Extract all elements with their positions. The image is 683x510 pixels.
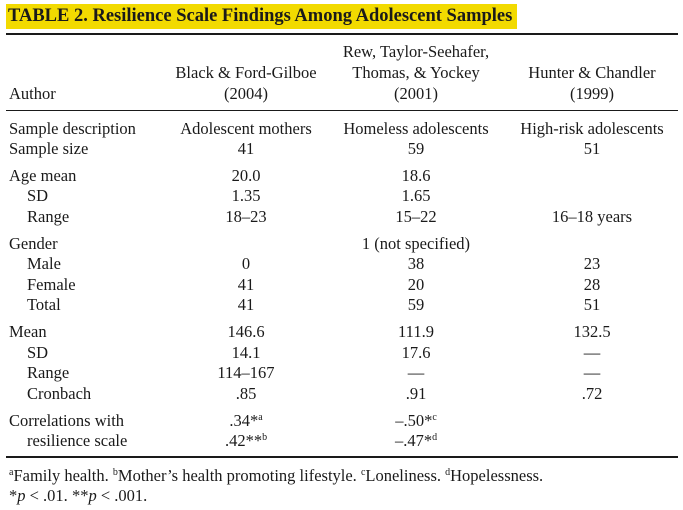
footnote-text: Family health. bbox=[13, 466, 113, 485]
cell-value: –.47* bbox=[394, 431, 433, 450]
row-label: Mean bbox=[9, 322, 47, 341]
row-label: Range bbox=[27, 207, 70, 226]
footnote-marker: b bbox=[112, 467, 118, 478]
row-label: Correlations with bbox=[9, 411, 125, 430]
table-cell: 23 bbox=[583, 254, 601, 273]
footnote-marker: c bbox=[432, 412, 437, 423]
table-cell: 111.9 bbox=[398, 322, 434, 341]
col1-header-line1: Black & Ford-Gilboe bbox=[175, 63, 317, 82]
col3-header-line1: Hunter & Chandler bbox=[528, 63, 656, 82]
table-cell: –.47*d bbox=[330, 431, 502, 451]
footnote-marker: a bbox=[9, 467, 14, 478]
table-cell: 14.1 bbox=[231, 343, 261, 362]
table-cell: .85 bbox=[235, 384, 257, 403]
table-cell: 41 bbox=[237, 295, 255, 314]
table-cell: 1.35 bbox=[231, 186, 261, 205]
table-cell: 38 bbox=[407, 254, 425, 273]
bottom-rule bbox=[6, 456, 678, 458]
row-label: Sample size bbox=[9, 139, 89, 158]
row-label: Female bbox=[27, 275, 76, 294]
top-rule bbox=[6, 33, 678, 35]
footnote-text: < .01. bbox=[25, 486, 72, 505]
footnote-text: p bbox=[88, 486, 97, 505]
table-cell: 1 (not specified) bbox=[361, 234, 471, 253]
table-cell: .42**b bbox=[159, 431, 333, 451]
footnote-marker: d bbox=[432, 432, 438, 443]
footnote-text: Mother’s health promoting lifestyle. bbox=[117, 466, 361, 485]
row-label: Range bbox=[27, 363, 70, 382]
row-label: SD bbox=[27, 186, 49, 205]
footnote-marker: c bbox=[360, 467, 366, 478]
table-cell: Adolescent mothers bbox=[180, 119, 312, 138]
table-cell: 59 bbox=[407, 139, 425, 158]
cell-value: .42** bbox=[224, 431, 263, 450]
footnote-line-2: *p < .01. **p < .001. bbox=[9, 486, 147, 506]
table-cell: 146.6 bbox=[227, 322, 265, 341]
table-cell: 59 bbox=[407, 295, 425, 314]
table-cell: .34*a bbox=[159, 411, 333, 431]
footnote-line-1: aFamily health. bMother’s health promoti… bbox=[9, 466, 543, 486]
table-cell: High-risk adolescents bbox=[520, 119, 664, 138]
row-label: Total bbox=[27, 295, 61, 314]
footnote-text: < .001. bbox=[96, 486, 148, 505]
row-label: Male bbox=[27, 254, 61, 273]
col2-header-line2: Thomas, & Yockey bbox=[352, 63, 480, 82]
table-cell: 132.5 bbox=[573, 322, 611, 341]
table-cell: — bbox=[407, 363, 425, 382]
table-cell: 18–23 bbox=[225, 207, 267, 226]
col2-header-line3: (2001) bbox=[394, 84, 438, 103]
cell-value: –.50* bbox=[395, 411, 433, 430]
table-cell: 0 bbox=[241, 254, 251, 273]
table-cell: 20.0 bbox=[231, 166, 261, 185]
table-cell: 1.65 bbox=[401, 186, 431, 205]
table-cell: 15–22 bbox=[395, 207, 437, 226]
table-cell: –.50*c bbox=[330, 411, 502, 431]
footnote-marker: a bbox=[258, 412, 263, 423]
table-cell: .72 bbox=[581, 384, 603, 403]
col2-header-line1: Rew, Taylor-Seehafer, bbox=[342, 42, 490, 61]
table-cell: 41 bbox=[237, 139, 255, 158]
table-cell: 51 bbox=[583, 139, 601, 158]
row-label: Cronbach bbox=[27, 384, 92, 403]
table-cell: 16–18 years bbox=[551, 207, 633, 226]
footnote-text: ** bbox=[71, 486, 89, 505]
footnote-text: p bbox=[17, 486, 26, 505]
table-cell: 18.6 bbox=[401, 166, 431, 185]
cell-value: .34* bbox=[229, 411, 259, 430]
table-cell: 41 bbox=[237, 275, 255, 294]
row-label: resilience scale bbox=[27, 431, 128, 450]
table-cell: 20 bbox=[407, 275, 425, 294]
row-label: Age mean bbox=[9, 166, 77, 185]
header-rule bbox=[6, 110, 678, 111]
footnote-text: Hopelessness. bbox=[450, 466, 544, 485]
col1-header-line2: (2004) bbox=[224, 84, 268, 103]
row-label: Gender bbox=[9, 234, 58, 253]
footnote-text: Loneliness. bbox=[365, 466, 446, 485]
footnote-marker: d bbox=[445, 467, 451, 478]
author-header: Author bbox=[9, 84, 56, 103]
table-cell: 114–167 bbox=[217, 363, 275, 382]
table-cell: 51 bbox=[583, 295, 601, 314]
table-cell: 17.6 bbox=[401, 343, 431, 362]
table-cell: Homeless adolescents bbox=[343, 119, 489, 138]
table-cell: — bbox=[583, 363, 601, 382]
col3-header-line2: (1999) bbox=[570, 84, 614, 103]
footnote-marker: b bbox=[262, 432, 268, 443]
row-label: Sample description bbox=[9, 119, 136, 138]
table-title: TABLE 2. Resilience Scale Findings Among… bbox=[6, 4, 518, 29]
table-cell: .91 bbox=[405, 384, 427, 403]
table-cell: — bbox=[583, 343, 601, 362]
footnote-text: * bbox=[9, 486, 18, 505]
row-label: SD bbox=[27, 343, 49, 362]
table-cell: 28 bbox=[583, 275, 601, 294]
